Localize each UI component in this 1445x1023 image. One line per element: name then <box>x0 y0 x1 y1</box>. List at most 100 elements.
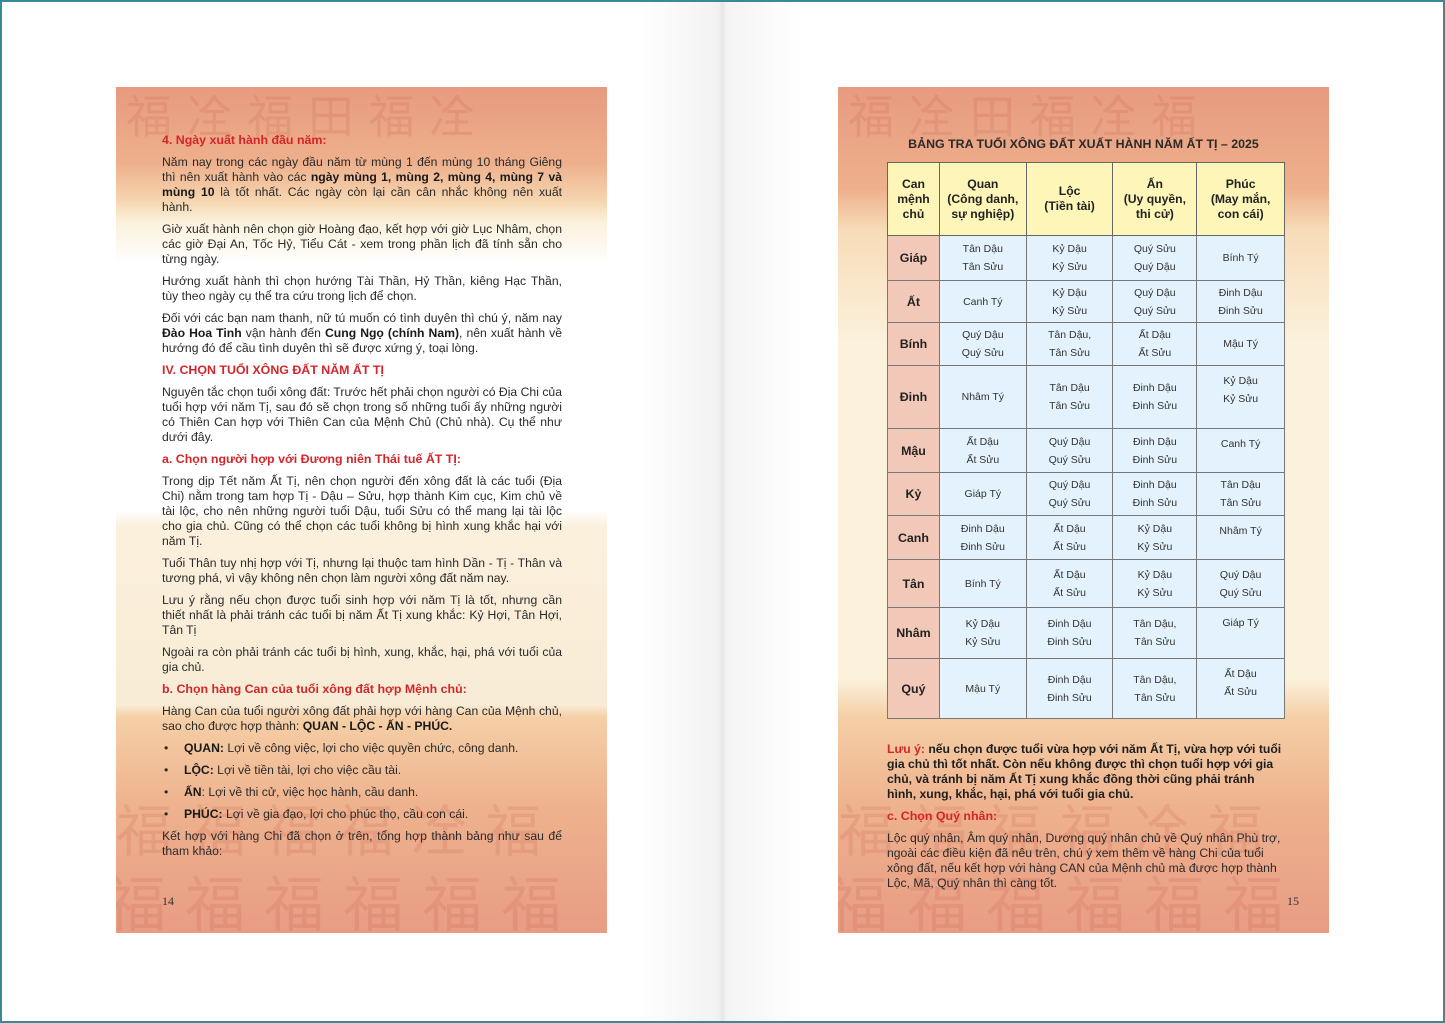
table-cell: Kỷ Dậu Kỷ Sửu <box>1112 559 1198 608</box>
cell-line: Quý Sửu <box>1133 304 1176 317</box>
cell-line: Nhâm Tý <box>961 391 1005 403</box>
cell-line: Quý Sửu <box>1219 586 1262 599</box>
cell-line: Tân Sửu <box>1220 497 1262 509</box>
cell-line: Ất Dậu <box>1053 522 1086 535</box>
cell-line: Đinh Dậu <box>1132 382 1177 394</box>
watermark-pattern: 福 福 福 福 福 福 <box>838 871 1284 933</box>
cell-line: Kỷ Dậu <box>1137 568 1173 581</box>
column-header: Ấn (Uy quyền, thi cử) <box>1112 162 1198 236</box>
table-row: Đinh Nhâm Tý Tân Dậu Tân Sửu Đinh Dậu Đinh Sử… <box>887 365 1285 429</box>
cell-line: Kỷ Sửu <box>1137 540 1173 553</box>
cell-line: Tân Sửu <box>1049 347 1091 359</box>
cell-line: Đinh Sửu <box>1218 304 1263 317</box>
table-cell: Ất Dậu Ất Sửu <box>938 428 1027 473</box>
table-row: Mậu Ất Dậu Ất Sửu Quý Dậu Quý Sửu Đinh Dậu Đin… <box>887 428 1285 473</box>
text: Hàng Can của tuổi người xông đất phải hợ… <box>162 704 562 733</box>
header-line: con cái) <box>1217 206 1264 221</box>
table-row: Quý Mậu Tý Đinh Dậu Đinh Sửu Tân Dậu, Tân Sửu… <box>887 658 1285 719</box>
table-cell: Kỷ Dậu Kỷ Sửu <box>1112 515 1198 560</box>
cell-line: Ất Sửu <box>1138 347 1172 359</box>
cell-line: Đinh Dậu <box>960 522 1005 535</box>
cell-line: Đinh Sửu <box>1132 400 1178 412</box>
cell-line: Kỷ Dậu <box>1052 286 1087 299</box>
bold-text: ngày mùng 1, mùng 2, mùng 4, mùng 7 và m… <box>162 170 562 199</box>
table-cell: Ất Dậu Ất Sửu <box>1025 515 1114 560</box>
cell-line: Kỷ Dậu <box>1052 243 1087 255</box>
text: vận hành đến <box>241 326 325 340</box>
term: ẤN <box>184 785 202 799</box>
table-header-row: Can mệnh chủ Quan (Công danh, sự nghiệp) Lộc (T… <box>887 162 1285 236</box>
cell-line: Tân Sửu <box>1134 636 1176 648</box>
cell-line: Đinh Sửu <box>1047 636 1092 648</box>
note-label: Lưu ý: <box>887 742 925 756</box>
text: Lợi về gia đạo, lợi cho phúc thọ, cầu co… <box>222 807 469 821</box>
cell-line: Đinh Sửu <box>1132 497 1178 509</box>
text: , nên xuất hành về hướng đó để cầu tình … <box>162 326 562 355</box>
page-15: 福 㓌 田 福 㓌 福 福 福 福 福 㓌 福 福 福 福 福 福 福 BẢNG… <box>838 87 1329 933</box>
header-line: (Công danh, <box>947 191 1019 206</box>
cell-line: Đinh Dậu <box>1218 286 1263 299</box>
cell-line: Quý Sửu <box>961 347 1004 359</box>
table-row: Nhâm Kỷ Dậu Kỷ Sửu Đinh Dậu Đinh Sửu Tân Dậu,… <box>887 607 1285 659</box>
paragraph: Nguyên tắc chọn tuổi xông đất: Trước hết… <box>162 385 562 444</box>
cell-line: Quý Dậu <box>962 329 1004 341</box>
heading-c: c. Chọn Quý nhân: <box>887 809 998 823</box>
table-cell: Tân Dậu Tân Sửu <box>1196 472 1285 516</box>
cell-line: Ất Sửu <box>1224 686 1257 698</box>
paragraph: Đối với các bạn nam thanh, nữ tú muốn có… <box>162 311 562 356</box>
table-cell: Giáp Tý <box>938 472 1027 516</box>
list-item: LỘC: Lợi về tiền tài, lợi cho việc cầu t… <box>162 763 562 778</box>
column-header: Quan (Công danh, sự nghiệp) <box>938 162 1027 236</box>
table-cell: Mậu Tý <box>1196 322 1285 366</box>
table-cell: Kỷ Dậu Kỷ Sửu <box>938 607 1027 659</box>
cell-line: Đinh Dậu <box>1047 618 1092 630</box>
header-line: Ấn <box>1146 176 1163 191</box>
cell-line: Đinh Sửu <box>1132 453 1178 466</box>
table-cell: Canh Tý <box>938 280 1027 323</box>
can-cell: Nhâm <box>887 607 940 659</box>
term: QUAN: <box>184 741 224 755</box>
cell-line: Kỷ Dậu <box>1137 522 1173 535</box>
table-cell: Đinh Dậu Đinh Sửu <box>1112 472 1198 516</box>
header-line: mệnh <box>897 191 930 206</box>
table-cell: Đinh Dậu Đinh Sửu <box>1196 280 1285 323</box>
table-cell: Nhâm Tý <box>938 365 1027 429</box>
cell-line: Tân Sửu <box>962 261 1004 273</box>
cell-line: Mậu Tý <box>1223 338 1259 350</box>
list-item: QUAN: Lợi về công việc, lợi cho việc quy… <box>162 741 562 756</box>
table-cell: Mậu Tý <box>938 658 1027 719</box>
cell-line: Ất Dậu <box>1224 668 1257 680</box>
table-cell: Đinh Dậu Đinh Sửu <box>1112 365 1198 429</box>
page-text: 4. Ngày xuất hành đầu năm: Năm nay trong… <box>162 133 562 866</box>
table-cell: Tân Dậu, Tân Sửu <box>1112 607 1198 659</box>
table-cell: Kỷ Dậu Kỷ Sửu <box>1025 280 1114 323</box>
watermark-pattern: 福 㓌 福 田 福 㓌 <box>126 90 476 144</box>
page-number: 14 <box>162 894 174 908</box>
cell-line: Quý Dậu <box>1134 261 1176 273</box>
cell-line: Kỷ Dậu <box>965 618 1001 630</box>
table-cell: Tân Dậu, Tân Sửu <box>1112 658 1198 719</box>
table-cell: Đinh Dậu Đinh Sửu <box>938 515 1027 560</box>
cell-line: Đinh Sửu <box>960 540 1006 553</box>
header-line: Can <box>901 176 925 191</box>
cell-line: Tân Sửu <box>1049 400 1091 412</box>
cell-line: Ất Sửu <box>1053 586 1086 599</box>
paragraph: Tuổi Thân tuy nhị hợp với Tị, nhưng lại … <box>162 556 562 585</box>
table-row: Ất Canh Tý Kỷ Dậu Kỷ Sửu Quý Dậu Quý Sửu Đinh … <box>887 280 1285 323</box>
heading-iv: IV. CHỌN TUỔI XÔNG ĐẤT NĂM ẤT TỊ <box>162 363 384 377</box>
paragraph: Lộc quý nhân, Âm quý nhân, Dương quý nhâ… <box>887 831 1281 890</box>
cell-line: Quý Dậu <box>1134 286 1176 299</box>
cell-line: Quý Dậu <box>1048 479 1091 491</box>
table-cell: Kỷ Dậu Kỷ Sửu <box>1025 235 1114 281</box>
cell-line: Quý Dậu <box>1219 568 1262 581</box>
cell-line: Ất Sửu <box>966 453 1000 466</box>
term: PHÚC: <box>184 807 223 821</box>
header-line: sự nghiệp) <box>951 206 1015 221</box>
list-item: ẤN: Lợi về thi cử, việc học hành, cầu da… <box>162 785 562 800</box>
text: Lợi về tiền tài, lợi cho việc cầu tài. <box>213 763 402 777</box>
paragraph: Trong dịp Tết năm Ất Tị, nên chọn người … <box>162 474 562 548</box>
text: Lợi về công việc, lợi cho việc quyền chứ… <box>223 741 519 755</box>
table-cell: Tân Dậu Tân Sửu <box>938 235 1027 281</box>
cell-line: Canh Tý <box>963 295 1003 308</box>
column-header: Phúc (May mắn, con cái) <box>1196 162 1285 236</box>
